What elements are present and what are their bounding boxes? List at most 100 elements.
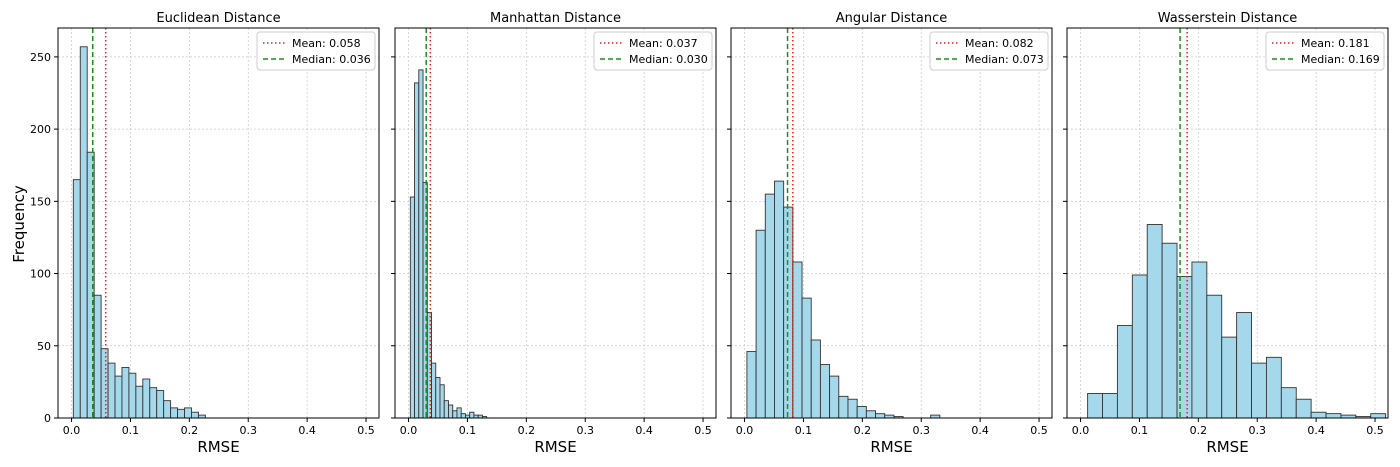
panel-title: Euclidean Distance: [156, 11, 280, 26]
x-tick-label: 0.2: [1190, 424, 1208, 437]
histogram-bar: [135, 385, 144, 419]
legend-median-label: Median: 0.073: [965, 53, 1044, 66]
x-tick-label: 0.3: [239, 424, 257, 437]
histogram-bar: [1310, 411, 1327, 419]
x-tick-label: 0.5: [1366, 424, 1384, 437]
histogram-bar: [1102, 392, 1118, 419]
x-axis-label: RMSE: [870, 438, 912, 456]
x-tick-label: 0.3: [912, 424, 930, 437]
histogram-bar: [435, 377, 441, 419]
histogram-bar: [443, 400, 449, 419]
histogram-bar: [856, 405, 867, 419]
y-tick-label: 250: [30, 51, 51, 64]
x-tick-label: 0.5: [357, 424, 375, 437]
y-axis-label: Frequency: [10, 185, 28, 263]
histogram-bar: [191, 411, 199, 419]
x-tick-label: 0.4: [971, 424, 989, 437]
legend-median-label: Median: 0.169: [1301, 53, 1380, 66]
histogram-bar: [1191, 261, 1208, 419]
histogram-bar: [107, 362, 116, 419]
histogram-bar: [746, 351, 757, 419]
x-tick-label: 0.1: [122, 424, 140, 437]
histogram-bar: [163, 400, 172, 419]
histogram-bar: [456, 407, 462, 419]
y-tick-label: 0: [44, 412, 51, 425]
histogram-bar: [774, 180, 785, 419]
histogram-bar: [1221, 336, 1238, 419]
histogram-bar: [93, 294, 102, 419]
x-tick-label: 0.4: [1307, 424, 1325, 437]
x-tick-label: 0.0: [1072, 424, 1090, 437]
legend-box: [929, 31, 1049, 71]
x-tick-label: 0.4: [298, 424, 316, 437]
x-tick-label: 0.5: [694, 424, 712, 437]
histogram-bar: [448, 404, 454, 419]
histogram-bar: [829, 375, 840, 419]
histogram-bar: [79, 46, 88, 419]
x-tick-label: 0.1: [795, 424, 813, 437]
x-tick-label: 0.5: [1030, 424, 1048, 437]
x-tick-label: 0.2: [181, 424, 199, 437]
axes-frame: [57, 27, 380, 419]
histogram-bar: [418, 69, 424, 419]
histogram-bar: [452, 410, 458, 419]
histogram-bar: [142, 378, 151, 419]
histogram-bar: [1265, 356, 1282, 419]
histogram-bar: [1295, 398, 1312, 419]
axes-frame: [730, 27, 1053, 419]
histogram-bar: [149, 387, 158, 419]
x-tick-label: 0.3: [576, 424, 594, 437]
histogram-bar: [1251, 362, 1267, 419]
histogram-bar: [177, 408, 185, 419]
legend-median-label: Median: 0.036: [292, 53, 371, 66]
panel-title: Angular Distance: [836, 11, 948, 26]
histogram-bar: [875, 413, 886, 419]
histogram-bar: [865, 410, 876, 419]
histogram-bar: [755, 229, 766, 419]
y-tick-label: 200: [30, 123, 51, 136]
histogram-bar: [414, 82, 420, 419]
histogram-bar: [764, 193, 775, 419]
y-tick-label: 150: [30, 195, 51, 208]
histogram-bar: [469, 411, 475, 419]
histogram-bar: [1206, 294, 1223, 419]
panel-euclidean: Euclidean Distance RMSE 0.0 0.1 0.2 0.3 0.4 0…: [30, 11, 380, 456]
histogram-bar: [1131, 274, 1148, 419]
histogram-bar: [128, 372, 137, 419]
histogram-bar: [100, 348, 109, 419]
x-tick-label: 0.0: [736, 424, 754, 437]
legend-mean-label: Mean: 0.037: [629, 37, 698, 50]
histogram-bar: [156, 390, 165, 419]
axes-frame: [394, 27, 717, 419]
histogram-bar: [1116, 325, 1133, 419]
x-tick-label: 0.2: [518, 424, 536, 437]
histogram-bar: [792, 261, 803, 419]
histogram-bar: [801, 297, 812, 419]
histogram-bar: [184, 407, 192, 419]
panel-title: Wasserstein Distance: [1158, 11, 1298, 26]
histogram-bar: [460, 413, 466, 419]
histogram-bar: [1236, 312, 1252, 419]
x-tick-label: 0.1: [1131, 424, 1149, 437]
x-tick-label: 0.1: [459, 424, 477, 437]
histogram-bar: [1370, 413, 1387, 419]
histogram-bar: [409, 196, 416, 419]
panel-manhattan: Manhattan Distance RMSE 0.0 0.1 0.2 0.3 0.4 0…: [391, 11, 717, 456]
legend-box: [1265, 31, 1385, 71]
y-tick-label: 100: [30, 268, 51, 281]
y-tick-label: 50: [37, 340, 51, 353]
x-axis-label: RMSE: [534, 438, 576, 456]
histogram-bar: [114, 375, 123, 419]
panel-angular: Angular Distance RMSE 0.0 0.1 0.2 0.3 0.4 0.5…: [727, 11, 1053, 456]
histogram-bar: [431, 362, 437, 419]
histogram-bar: [121, 366, 130, 419]
x-tick-label: 0.0: [400, 424, 418, 437]
x-tick-label: 0.4: [635, 424, 653, 437]
histogram-bar: [439, 384, 445, 419]
histogram-bar: [1087, 392, 1103, 419]
histogram-bar: [838, 395, 849, 419]
histogram-bar: [170, 407, 179, 419]
legend-box: [256, 31, 376, 71]
legend-median-label: Median: 0.030: [629, 53, 708, 66]
